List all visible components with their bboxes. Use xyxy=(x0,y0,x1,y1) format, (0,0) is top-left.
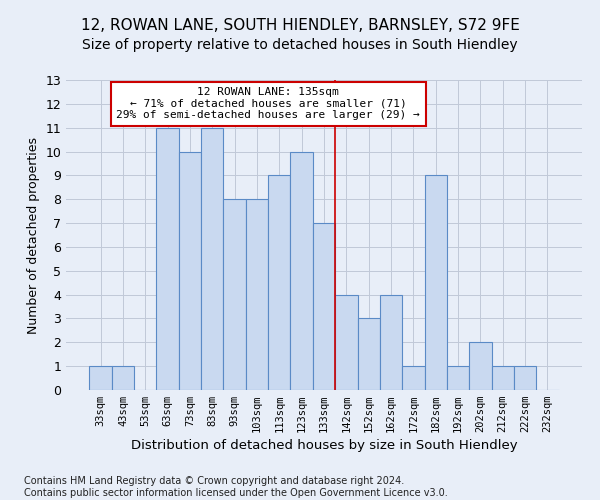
Bar xyxy=(380,294,402,390)
Bar xyxy=(313,223,335,390)
Text: 12, ROWAN LANE, SOUTH HIENDLEY, BARNSLEY, S72 9FE: 12, ROWAN LANE, SOUTH HIENDLEY, BARNSLEY… xyxy=(80,18,520,32)
Bar xyxy=(469,342,491,390)
Bar xyxy=(223,199,246,390)
Bar xyxy=(112,366,134,390)
Bar xyxy=(179,152,201,390)
Y-axis label: Number of detached properties: Number of detached properties xyxy=(27,136,40,334)
Bar xyxy=(425,176,447,390)
Bar xyxy=(246,199,268,390)
Bar xyxy=(447,366,469,390)
Bar xyxy=(335,294,358,390)
Text: Size of property relative to detached houses in South Hiendley: Size of property relative to detached ho… xyxy=(82,38,518,52)
Bar xyxy=(358,318,380,390)
Bar xyxy=(491,366,514,390)
Text: Contains HM Land Registry data © Crown copyright and database right 2024.
Contai: Contains HM Land Registry data © Crown c… xyxy=(24,476,448,498)
X-axis label: Distribution of detached houses by size in South Hiendley: Distribution of detached houses by size … xyxy=(131,440,517,452)
Bar xyxy=(268,176,290,390)
Bar xyxy=(89,366,112,390)
Bar xyxy=(201,128,223,390)
Text: 12 ROWAN LANE: 135sqm
← 71% of detached houses are smaller (71)
29% of semi-deta: 12 ROWAN LANE: 135sqm ← 71% of detached … xyxy=(116,87,420,120)
Bar xyxy=(514,366,536,390)
Bar xyxy=(157,128,179,390)
Bar xyxy=(290,152,313,390)
Bar xyxy=(402,366,425,390)
